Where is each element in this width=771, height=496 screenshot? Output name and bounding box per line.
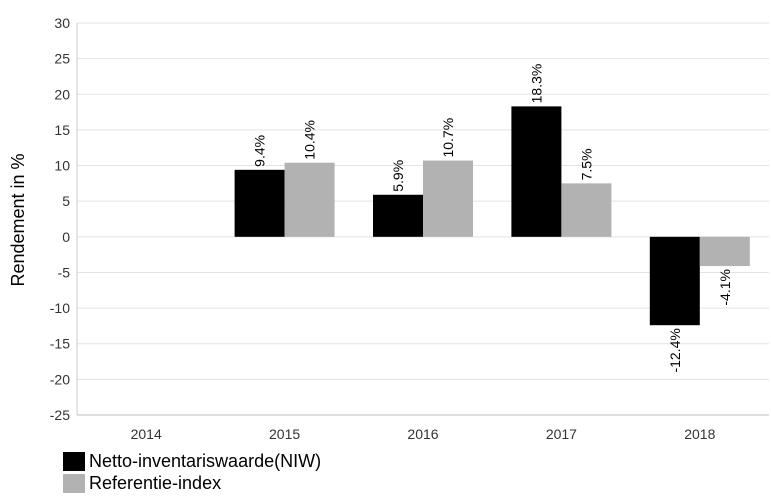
x-tick-label: 2016 [407,426,438,442]
legend-swatch-referentie [63,473,85,493]
data-label: 18.3% [528,64,544,104]
bars [234,106,750,326]
y-tick-label: 20 [54,86,70,102]
y-tick-label: 25 [54,51,70,67]
y-tick-label: 10 [54,158,70,174]
legend-item-referentie: Referentie-index [63,472,321,494]
data-label: 10.7% [440,118,456,158]
data-labels: 9.4% 5.9% 18.3% -12.4% 10.4% 10.7% 7.5% -4.1% [252,64,733,373]
bar [561,183,612,237]
y-tick-label: 0 [62,229,70,245]
x-tick-label: 2015 [269,426,300,442]
data-label: 7.5% [578,148,594,180]
bar [699,236,750,267]
bar [423,160,473,237]
legend: Netto-inventariswaarde(NIW) Referentie-i… [63,450,321,494]
y-axis-ticks: 30 25 20 15 10 5 0 -5 -10 -15 -20 -25 [50,15,70,423]
bar [511,106,562,237]
bar [373,194,423,237]
x-tick-label: 2014 [131,426,162,442]
bar [284,162,335,237]
data-label: 5.9% [390,160,406,192]
y-tick-label: -25 [50,407,70,423]
y-tick-label: -15 [50,336,70,352]
data-label: -12.4% [667,328,683,372]
bar [234,169,285,237]
y-tick-label: -20 [50,371,70,387]
x-axis-ticks: 2014 2015 2016 2017 2018 [131,426,716,442]
x-tick-label: 2017 [546,426,577,442]
data-label: 10.4% [302,120,318,160]
data-label: 9.4% [252,135,268,167]
y-tick-label: 30 [54,15,70,31]
legend-item-niw: Netto-inventariswaarde(NIW) [63,450,321,472]
data-label: -4.1% [717,269,733,306]
legend-swatch-niw [63,451,85,471]
x-tick-label: 2018 [684,426,715,442]
y-tick-label: 15 [54,122,70,138]
legend-label-niw: Netto-inventariswaarde(NIW) [89,450,322,471]
y-tick-label: 5 [62,193,70,209]
legend-label-referentie: Referentie-index [89,472,222,493]
y-tick-label: -10 [50,300,70,316]
bar [649,236,700,326]
y-tick-label: -5 [58,264,71,280]
y-axis-label: Rendement in % [8,153,28,286]
